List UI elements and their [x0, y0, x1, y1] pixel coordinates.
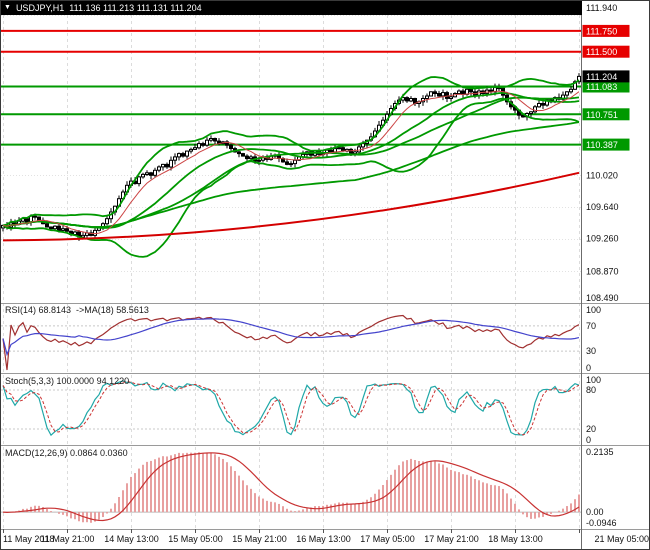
macd-panel	[1, 452, 581, 523]
price-axis-label: 108.870	[586, 266, 619, 276]
time-axis-label: 15 May 21:00	[232, 534, 287, 544]
symbol-dropdown-icon[interactable]: ▼	[4, 4, 11, 11]
stoch-axis-label: 0	[586, 435, 591, 445]
time-axis-label: 16 May 13:00	[296, 534, 351, 544]
candlesticks	[1, 73, 581, 241]
price-tag-label: 110.751	[586, 110, 618, 120]
time-axis-label: 17 May 05:00	[360, 534, 415, 544]
rsi-label: RSI(14) 68.8143 ->MA(18) 58.5613	[5, 305, 149, 315]
price-tag	[582, 45, 630, 58]
price-tag	[582, 80, 630, 93]
stoch-label: Stoch(5,3,3) 100.0000 94.1220	[5, 376, 130, 386]
horizontal-levels	[1, 29, 581, 146]
price-axis-label: 108.490	[586, 293, 619, 303]
rsi-axis-label: 70	[586, 321, 596, 331]
time-axis-label: 14 May 13:00	[104, 534, 159, 544]
macd-label: MACD(12,26,9) 0.0864 0.0360	[5, 448, 128, 458]
time-axis-label: 18 May 13:00	[488, 534, 543, 544]
time-axis-label: 17 May 21:00	[424, 534, 479, 544]
price-axis-label: 110.020	[586, 170, 618, 180]
stoch-axis-label: 80	[586, 385, 596, 395]
symbol-timeframe-label: USDJPY,H1	[15, 3, 65, 13]
stoch-axis-label: 20	[586, 424, 596, 434]
trendline	[2, 171, 580, 242]
rsi-panel	[1, 314, 581, 371]
rsi-axis-label: 100	[586, 305, 601, 315]
time-axis-label: 11 May 2018	[3, 534, 54, 544]
time-axis-label: 15 May 05:00	[168, 534, 223, 544]
price-tag-label: 110.387	[586, 140, 618, 150]
moving-averages	[2, 76, 580, 258]
rsi-axis-label: 0	[586, 363, 591, 373]
price-tag	[582, 24, 630, 37]
stochastic-panel	[1, 380, 581, 437]
time-axis-label: 21 May 05:00	[594, 534, 649, 544]
macd-axis-label: -0.0946	[586, 518, 617, 528]
price-axis-label: 111.940	[586, 3, 617, 13]
price-tag-label: 111.204	[586, 72, 617, 82]
macd-axis-label: 0.00	[586, 507, 604, 517]
macd-axis-label: 0.2135	[586, 447, 614, 457]
time-axis-label: 11 May 21:00	[41, 534, 95, 544]
price-axis-label: 109.640	[586, 202, 619, 212]
stoch-axis-label: 100	[586, 375, 601, 385]
rsi-axis-label: 30	[586, 346, 596, 356]
price-axis-label: 109.260	[586, 234, 619, 244]
price-tag-label: 111.750	[586, 26, 617, 36]
price-tag-label: 111.083	[586, 82, 617, 92]
price-tag	[582, 138, 630, 151]
chart-header-bar: ▼ USDJPY,H1 111.136 111.213 111.131 111.…	[1, 1, 582, 15]
price-tag-label: 111.500	[586, 47, 617, 57]
price-tag	[582, 70, 630, 83]
price-axis[interactable]: 111.940 110.020 109.640 109.260 108.870 108.4…	[582, 3, 630, 528]
price-tag	[582, 108, 630, 121]
ohlc-values: 111.136 111.213 111.131 111.204	[69, 3, 202, 13]
